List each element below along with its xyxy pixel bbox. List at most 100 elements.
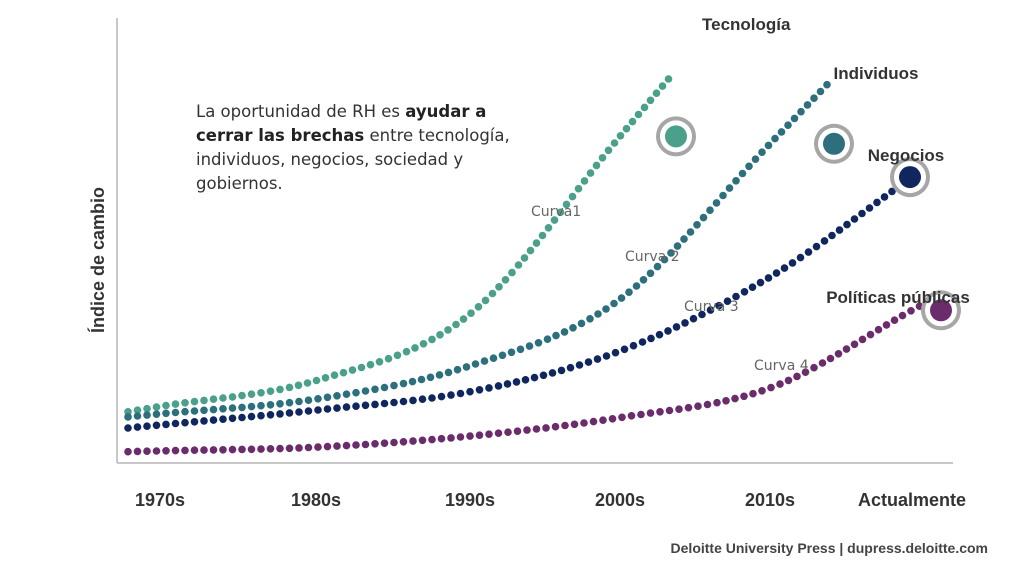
data-point-tecnologia: [604, 146, 613, 155]
data-point-politicas-publicas: [907, 307, 915, 315]
data-point-politicas-publicas: [323, 442, 332, 451]
data-point-negocios: [447, 391, 455, 399]
data-point-negocios: [820, 237, 829, 245]
data-point-tecnologia: [574, 184, 583, 193]
data-point-politicas-publicas: [437, 434, 446, 443]
data-point-negocios: [638, 338, 647, 346]
data-point-politicas-publicas: [767, 383, 775, 392]
data-point-politicas-publicas: [133, 447, 142, 456]
data-point-politicas-publicas: [551, 422, 560, 431]
data-point-individuos: [380, 383, 389, 392]
data-point-individuos: [498, 351, 507, 360]
data-point-tecnologia: [556, 208, 565, 217]
data-point-individuos: [751, 155, 760, 163]
data-point-politicas-publicas: [152, 447, 161, 455]
data-point-tecnologia: [428, 335, 436, 344]
data-point-individuos: [560, 328, 569, 336]
data-point-individuos: [276, 400, 284, 408]
end-marker-individuos: [823, 132, 845, 155]
x-tick-label: 1970s: [135, 490, 185, 510]
data-point-tecnologia: [238, 391, 246, 400]
data-point-negocios: [796, 253, 805, 262]
data-point-individuos: [686, 228, 695, 236]
data-point-individuos: [699, 213, 708, 222]
data-point-politicas-publicas: [776, 380, 784, 388]
data-point-individuos: [257, 401, 265, 410]
curve-label-politicas-publicas: Curva 4: [754, 358, 809, 374]
data-point-negocios: [466, 387, 474, 396]
data-point-tecnologia: [219, 394, 227, 402]
data-point-negocios: [689, 314, 698, 323]
data-point-individuos: [371, 385, 379, 394]
data-point-politicas-publicas: [646, 409, 655, 417]
data-point-politicas-publicas: [380, 439, 389, 448]
data-point-negocios: [503, 380, 512, 388]
data-point-individuos: [143, 411, 151, 419]
data-point-negocios: [611, 348, 620, 357]
data-point-politicas-publicas: [890, 316, 899, 325]
data-point-politicas-publicas: [504, 428, 512, 437]
data-point-negocios: [672, 323, 681, 331]
data-point-politicas-publicas: [143, 447, 151, 456]
data-point-negocios: [266, 411, 275, 419]
data-point-negocios: [723, 297, 732, 306]
data-point-individuos: [543, 335, 552, 344]
data-point-individuos: [124, 413, 132, 421]
end-marker-tecnologia: [665, 125, 687, 148]
data-point-individuos: [417, 375, 426, 384]
data-point-politicas-publicas: [749, 389, 757, 398]
data-point-negocios: [494, 382, 503, 390]
data-point-negocios: [181, 418, 189, 427]
data-point-negocios: [409, 396, 417, 405]
data-point-tecnologia: [228, 393, 237, 401]
data-point-tecnologia: [321, 374, 330, 382]
data-point-negocios: [342, 403, 351, 411]
data-point-negocios: [593, 355, 602, 363]
data-point-negocios: [835, 226, 844, 234]
data-point-tecnologia: [294, 381, 303, 390]
data-point-individuos: [797, 107, 805, 116]
data-point-politicas-publicas: [722, 397, 730, 405]
data-point-tecnologia: [181, 399, 189, 407]
data-point-tecnologia: [152, 403, 161, 411]
data-point-tecnologia: [285, 383, 294, 392]
data-point-individuos: [342, 390, 351, 399]
data-point-individuos: [738, 169, 747, 178]
data-point-negocios: [314, 406, 322, 414]
callout-text-emphasis: ayudar a cerrar las brechas: [196, 102, 487, 145]
data-point-negocios: [171, 419, 180, 428]
data-point-negocios: [285, 409, 294, 417]
data-point-tecnologia: [209, 395, 218, 404]
data-point-negocios: [681, 319, 689, 327]
data-point-individuos: [810, 94, 818, 102]
data-point-politicas-publicas: [456, 433, 465, 441]
data-point-tecnologia: [200, 396, 208, 405]
data-point-tecnologia: [357, 363, 366, 372]
data-point-individuos: [266, 401, 275, 409]
x-tick-label: 2000s: [595, 490, 645, 510]
data-point-politicas-publicas: [181, 446, 189, 455]
data-point-politicas-publicas: [285, 444, 294, 453]
data-point-politicas-publicas: [276, 444, 284, 453]
data-point-politicas-publicas: [826, 354, 835, 363]
data-point-individuos: [586, 315, 594, 323]
data-point-individuos: [594, 310, 602, 318]
data-point-politicas-publicas: [675, 405, 683, 414]
data-point-individuos: [534, 339, 543, 347]
data-point-politicas-publicas: [228, 445, 237, 454]
data-point-negocios: [629, 341, 638, 350]
data-point-individuos: [617, 294, 626, 302]
data-point-politicas-publicas: [409, 437, 417, 445]
data-point-negocios: [858, 209, 866, 218]
data-point-negocios: [200, 417, 208, 425]
data-point-politicas-publicas: [740, 392, 748, 401]
data-point-negocios: [390, 398, 398, 407]
series-label-tecnologia: Tecnología: [702, 15, 791, 34]
data-point-tecnologia: [133, 406, 142, 415]
data-point-individuos: [632, 282, 641, 290]
data-point-negocios: [584, 358, 593, 366]
data-point-negocios: [133, 423, 142, 431]
data-point-tecnologia: [143, 404, 151, 413]
data-point-negocios: [475, 386, 484, 394]
